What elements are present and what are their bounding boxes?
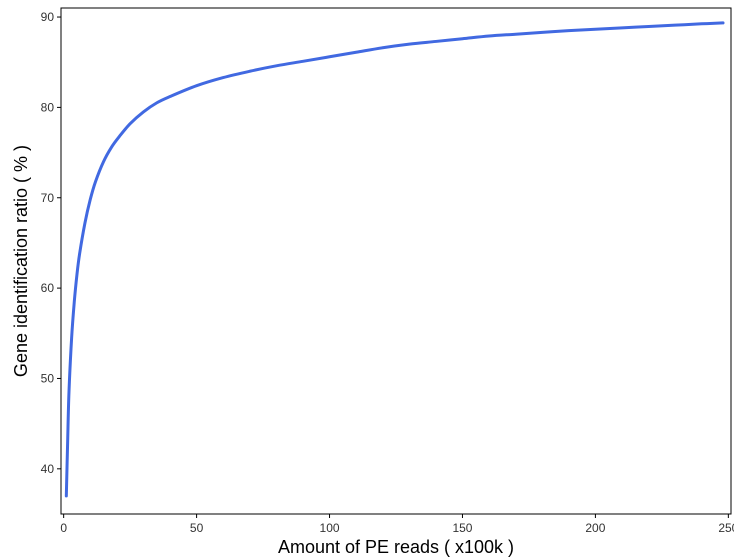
x-tick-label: 250 [718,521,734,535]
x-tick-label: 200 [585,521,605,535]
series-line [64,21,725,498]
x-tick-label: 100 [320,521,340,535]
y-tick-label: 80 [41,100,55,114]
x-tick-label: 0 [60,521,67,535]
x-axis-ticks: 0 50 100 150 200 250 [60,514,734,535]
y-tick-label: 70 [41,191,55,205]
x-tick-label: 50 [190,521,204,535]
y-tick-label: 40 [41,462,55,476]
plot-frame [60,7,732,515]
y-tick-label: 50 [41,371,55,385]
y-axis-ticks: 40 50 60 70 80 90 [41,10,61,476]
x-axis-title: Amount of PE reads ( x100k ) [278,537,514,557]
y-tick-label: 90 [41,10,55,24]
x-tick-label: 150 [452,521,472,535]
y-axis-title: Gene identification ratio ( % ) [11,145,31,377]
y-tick-label: 60 [41,281,55,295]
